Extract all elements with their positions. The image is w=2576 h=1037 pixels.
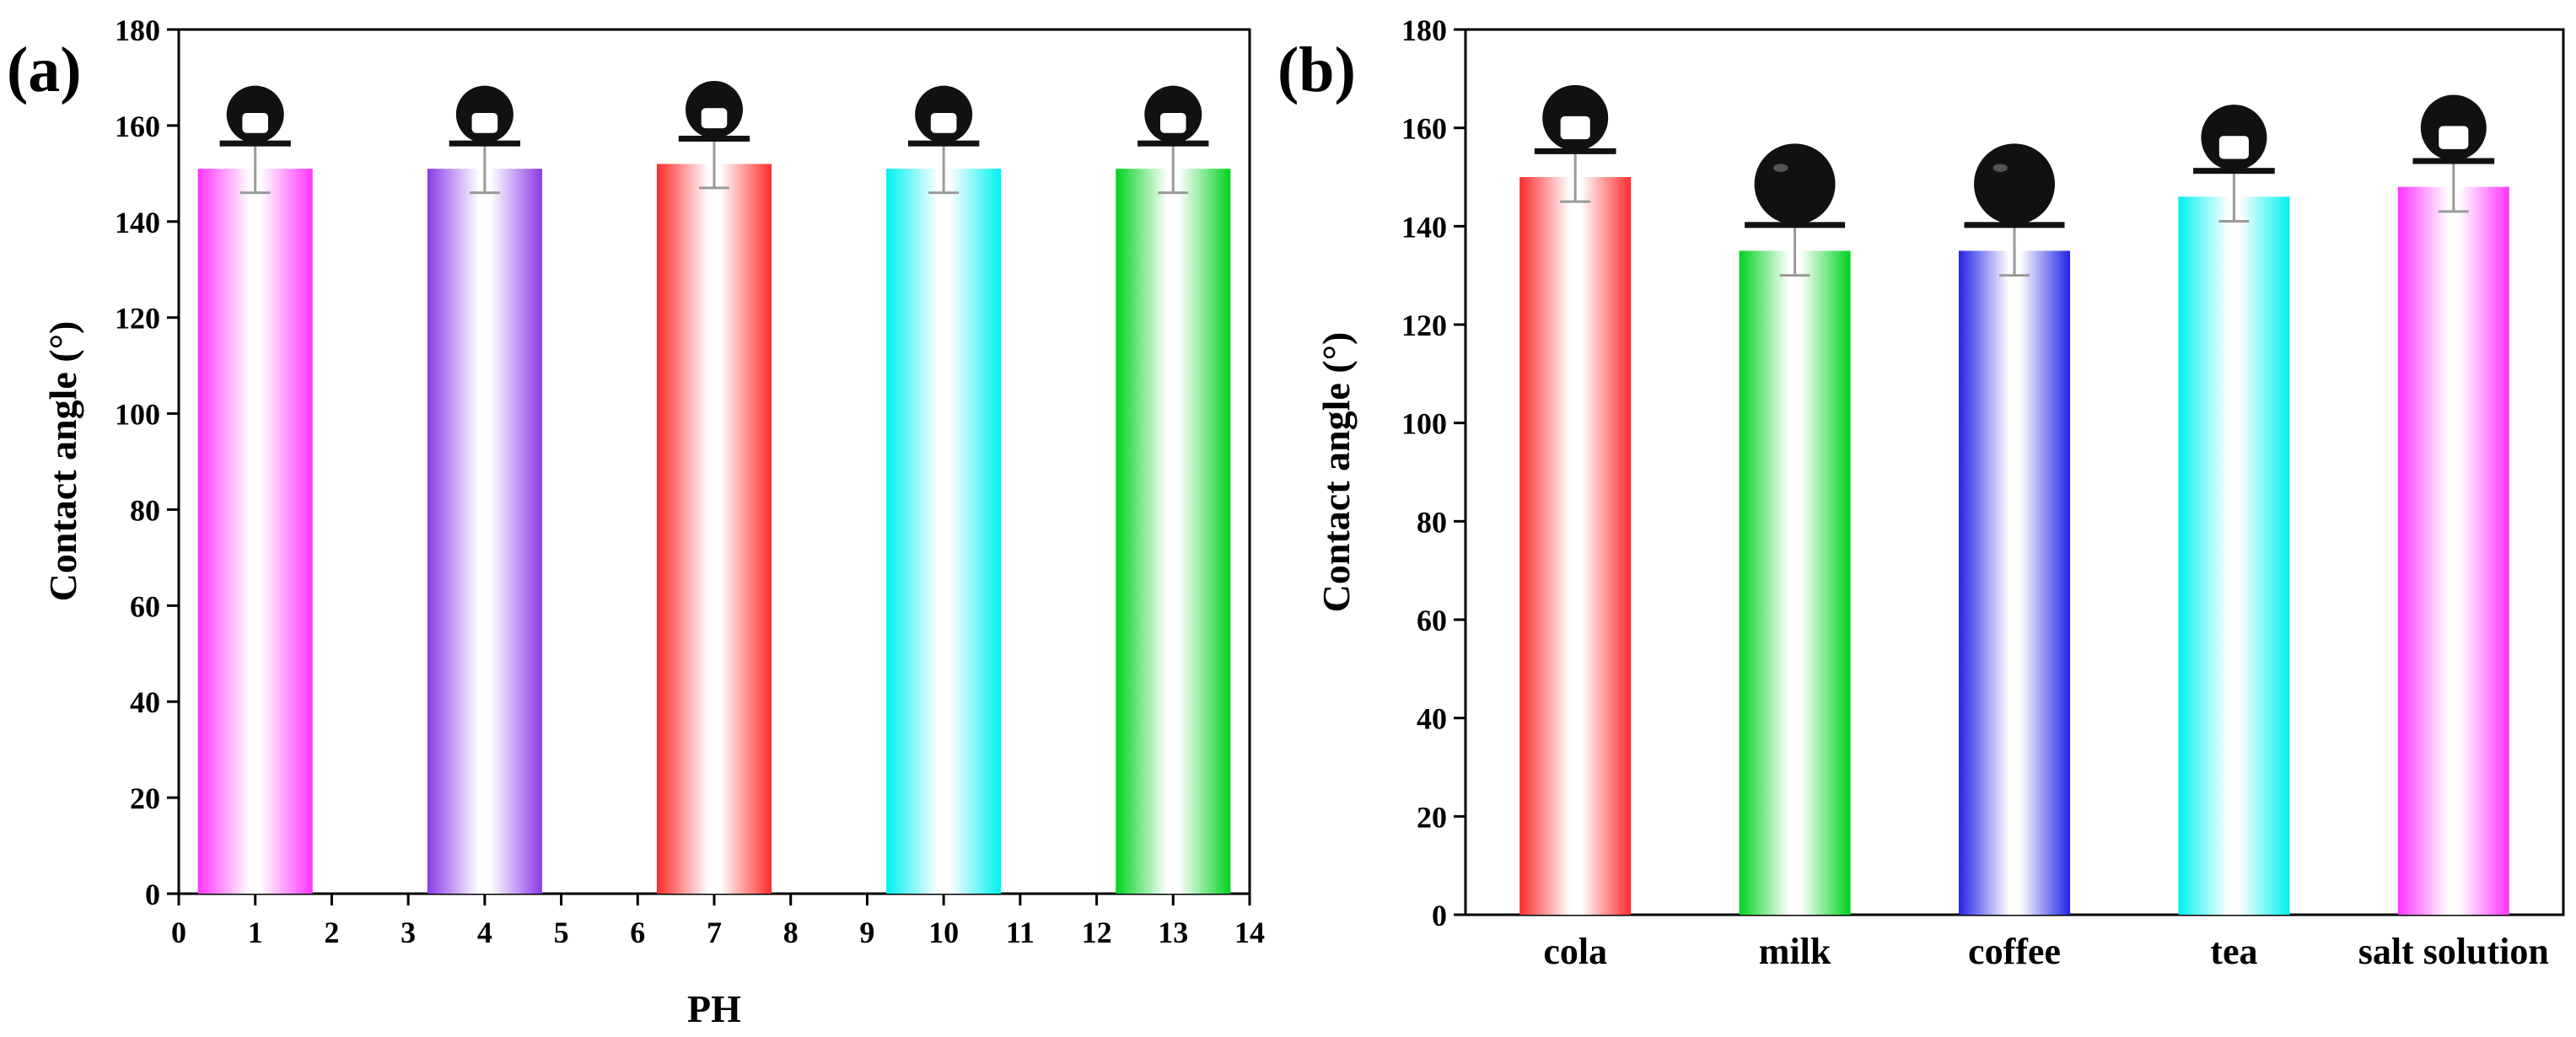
bar [656,164,772,894]
panel-a-bars [197,80,1231,894]
bar [886,169,1002,894]
liquid-droplet-icon [1534,84,1616,154]
y-tick-label: 40 [1417,702,1447,736]
y-tick-label: 20 [130,782,160,815]
bar [1116,169,1231,894]
y-tick-label: 100 [115,398,160,432]
y-tick-label: 60 [130,589,160,623]
y-tick-label: 160 [1401,112,1447,146]
y-tick-label: 140 [115,206,160,239]
x-tick-label: 6 [630,916,645,949]
y-tick-label: 0 [1432,899,1447,932]
y-tick-label: 80 [130,493,160,527]
x-tick-label: 4 [477,916,492,949]
x-tick-label: 7 [707,916,722,949]
x-tick-label: 12 [1082,916,1112,949]
water-droplet-icon [449,85,521,147]
x-tick-label: 14 [1234,916,1265,949]
y-tick-label: 180 [1401,13,1447,47]
x-tick-label: 13 [1158,916,1188,949]
panel-b-bars [1519,84,2509,916]
panel-b-x-axis: cola milk coffee tea salt solution [1543,931,2549,972]
panel-b: (b) 0 20 40 60 80 100 120 140 160 180 cola milk cof… [1277,13,2565,972]
bar [197,169,313,894]
panel-b-label: (b) [1277,35,1356,105]
bar [2178,196,2290,916]
y-tick-label: 0 [145,878,160,911]
panel-a-label: (a) [7,35,82,105]
water-droplet-icon [219,85,291,147]
liquid-droplet-icon [1964,143,2065,228]
panel-b-y-axis-title: Contact angle (°) [1315,332,1358,613]
y-tick-label: 160 [115,110,160,143]
y-tick-label: 120 [1401,309,1447,342]
water-droplet-icon [678,80,750,142]
y-tick-label: 40 [130,685,160,719]
x-tick-label: 11 [1006,916,1035,949]
y-tick-label: 60 [1417,604,1447,637]
panel-a-x-axis-title: PH [687,987,741,1030]
y-tick-label: 140 [1401,210,1447,244]
bar [1519,177,1632,915]
y-tick-label: 80 [1417,505,1447,539]
x-tick-label: 5 [554,916,569,949]
y-tick-label: 20 [1417,800,1447,834]
x-tick-label: coffee [1968,931,2061,972]
panel-a-y-axis: 0 20 40 60 80 100 120 140 160 180 [115,13,179,911]
y-tick-label: 120 [115,302,160,336]
bar [2397,186,2509,915]
y-tick-label: 180 [115,13,160,47]
x-tick-label: 10 [928,916,959,949]
x-tick-label: tea [2210,931,2257,972]
bar [427,169,542,894]
water-droplet-icon [1137,85,1209,147]
x-tick-label: salt solution [2358,931,2549,972]
panel-a-x-axis: 0 1 2 3 4 5 6 7 8 9 10 11 12 13 14 [171,894,1265,949]
x-tick-label: milk [1759,931,1831,972]
bar [1959,250,2070,915]
panel-a-y-axis-title: Contact angle (°) [41,321,84,602]
x-tick-label: 9 [859,916,874,949]
x-tick-label: cola [1543,931,1607,972]
liquid-droplet-icon [2412,94,2495,164]
y-tick-label: 100 [1401,407,1447,441]
bar [1739,250,1851,915]
x-tick-label: 2 [324,916,339,949]
x-tick-label: 1 [248,916,263,949]
water-droplet-icon [907,85,980,147]
x-tick-label: 0 [171,916,186,949]
liquid-droplet-icon [1745,143,1846,228]
panel-b-y-axis: 0 20 40 60 80 100 120 140 160 180 [1401,13,1465,932]
liquid-droplet-icon [2193,105,2275,175]
x-tick-label: 3 [401,916,416,949]
x-tick-label: 8 [783,916,799,949]
